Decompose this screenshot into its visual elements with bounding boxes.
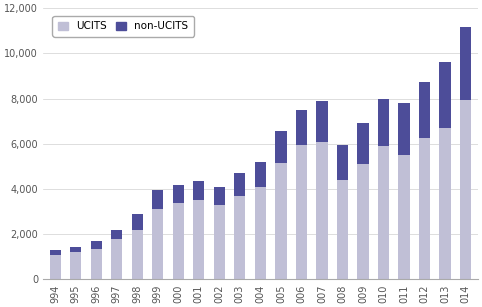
Bar <box>111 230 122 239</box>
Bar <box>275 131 286 163</box>
Bar <box>419 82 430 138</box>
Bar <box>419 138 430 279</box>
Bar <box>378 99 389 146</box>
Bar <box>337 180 348 279</box>
Bar <box>152 190 163 209</box>
Bar <box>193 200 204 279</box>
Bar <box>70 252 81 279</box>
Bar <box>111 239 122 279</box>
Bar <box>460 100 471 279</box>
Bar <box>234 173 245 196</box>
Bar <box>70 247 81 252</box>
Bar <box>337 145 348 180</box>
Legend: UCITS, non-UCITS: UCITS, non-UCITS <box>53 16 194 37</box>
Bar <box>398 155 410 279</box>
Bar <box>440 128 451 279</box>
Bar <box>254 187 266 279</box>
Bar <box>357 164 369 279</box>
Bar <box>173 203 184 279</box>
Bar <box>275 163 286 279</box>
Bar <box>193 181 204 200</box>
Bar <box>132 230 143 279</box>
Bar <box>214 187 225 205</box>
Bar <box>152 209 163 279</box>
Bar <box>132 214 143 230</box>
Bar <box>296 145 307 279</box>
Bar <box>440 62 451 128</box>
Bar <box>378 146 389 279</box>
Bar <box>214 205 225 279</box>
Bar <box>254 162 266 187</box>
Bar <box>234 196 245 279</box>
Bar <box>460 27 471 100</box>
Bar <box>91 249 102 279</box>
Bar <box>173 185 184 203</box>
Bar <box>91 241 102 249</box>
Bar <box>357 123 369 164</box>
Bar <box>398 103 410 155</box>
Bar <box>50 255 61 279</box>
Bar <box>316 101 328 142</box>
Bar <box>296 110 307 145</box>
Bar <box>316 142 328 279</box>
Bar <box>50 250 61 255</box>
